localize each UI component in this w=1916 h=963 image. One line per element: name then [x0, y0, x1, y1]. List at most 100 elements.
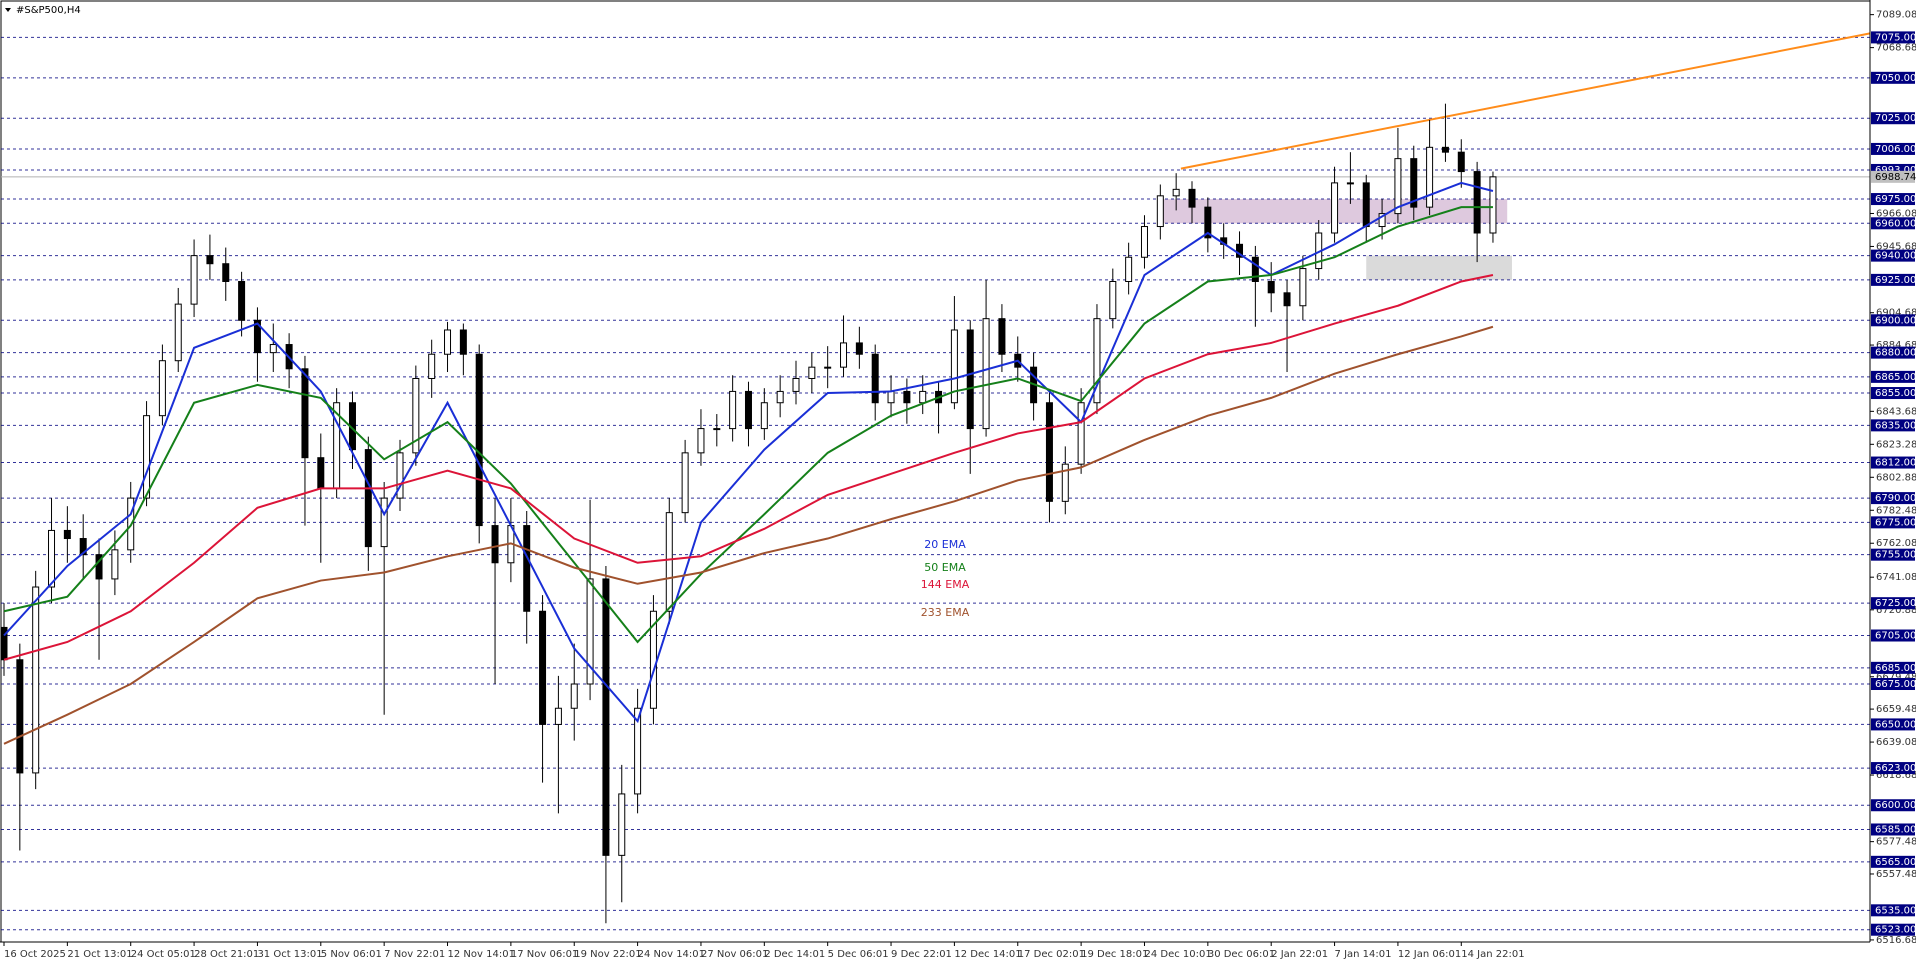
candle-body: [317, 457, 325, 489]
candle-body: [586, 578, 594, 685]
level-label-box: [1871, 823, 1915, 836]
candle-body: [792, 377, 800, 392]
level-label: 6993.00: [1875, 165, 1916, 176]
candle-body: [1204, 206, 1212, 239]
y-tick-label: 6516.68: [1876, 935, 1916, 946]
candle-body: [1077, 402, 1085, 465]
candle-body: [364, 449, 372, 548]
candle-body: [1410, 158, 1418, 208]
candle-body: [887, 390, 895, 404]
candle-body: [871, 353, 879, 404]
ema-line: [3, 325, 1494, 745]
candle-body: [444, 329, 452, 355]
level-label-box: [1871, 516, 1915, 529]
candle-body: [665, 512, 673, 612]
candle-body: [808, 366, 816, 379]
level-label-box: [1871, 799, 1915, 812]
level-label-box: [1871, 314, 1915, 327]
chart-title: #S&P500,H4: [16, 5, 81, 16]
level-label: 6650.00: [1875, 719, 1916, 730]
candle-body: [174, 303, 182, 362]
candle-body: [1426, 146, 1434, 208]
candle-body: [143, 415, 151, 499]
level-label: 6975.00: [1875, 194, 1916, 205]
candle-body: [238, 280, 246, 321]
plot-frame: [0, 0, 1871, 943]
x-tick-label: 19 Dec 18:01: [1081, 949, 1148, 960]
level-label: 6623.00: [1875, 763, 1916, 774]
level-label: 6685.00: [1875, 663, 1916, 674]
level-label: 6865.00: [1875, 372, 1916, 383]
y-tick-label: 6884.68: [1876, 340, 1916, 351]
x-tick-label: 2 Jan 22:01: [1271, 949, 1328, 960]
candle-body: [1267, 280, 1275, 294]
x-tick-label: 24 Dec 10:01: [1144, 949, 1211, 960]
current-price-box: [1871, 170, 1915, 183]
candle-body: [1061, 463, 1069, 502]
x-tick-label: 27 Nov 06:01: [701, 949, 768, 960]
level-label-box: [1871, 597, 1915, 610]
y-tick-label: 6782.48: [1876, 505, 1916, 516]
candle-body: [713, 428, 721, 431]
level-label: 6535.00: [1875, 905, 1916, 916]
level-label: 6880.00: [1875, 348, 1916, 359]
x-tick-label: 21 Oct 13:01: [67, 949, 132, 960]
level-label-box: [1871, 762, 1915, 775]
level-label: 6855.00: [1875, 388, 1916, 399]
x-tick-label: 5 Nov 06:01: [321, 949, 382, 960]
candle-body: [79, 538, 87, 556]
level-label: 6523.00: [1875, 925, 1916, 936]
candle-body: [459, 329, 467, 355]
y-tick-label: 7068.68: [1876, 43, 1916, 54]
x-tick-label: 12 Jan 06:01: [1398, 949, 1461, 960]
candle-body: [206, 255, 214, 265]
candle-body: [998, 318, 1006, 355]
level-label-box: [1871, 661, 1915, 674]
candle-body: [1283, 292, 1291, 307]
x-tick-label: 30 Dec 06:01: [1208, 949, 1275, 960]
x-tick-label: 17 Nov 06:01: [511, 949, 578, 960]
candle-body: [190, 255, 198, 305]
candle-body: [1489, 176, 1497, 234]
level-label-box: [1871, 217, 1915, 230]
candle-body: [158, 360, 166, 417]
level-label: 6790.00: [1875, 493, 1916, 504]
level-label-box: [1871, 492, 1915, 505]
y-tick-label: 6945.68: [1876, 241, 1916, 252]
trendline: [1180, 32, 1871, 170]
candle-body: [1394, 158, 1402, 215]
ema-line: [3, 206, 1493, 644]
level-label-box: [1871, 419, 1915, 432]
ema-line: [3, 274, 1494, 661]
x-tick-label: 19 Nov 22:01: [574, 949, 641, 960]
level-label: 6835.00: [1875, 420, 1916, 431]
current-price-label: 6988.74: [1875, 172, 1916, 183]
candle-body: [1236, 243, 1244, 258]
x-tick-label: 12 Dec 14:01: [954, 949, 1021, 960]
level-label: 7075.00: [1875, 32, 1916, 43]
candle-body: [1172, 188, 1180, 197]
candle-body: [840, 342, 848, 368]
candle-body: [253, 319, 261, 354]
y-tick-label: 6741.08: [1876, 572, 1916, 583]
candle-body: [428, 353, 436, 379]
y-tick-label: 6720.88: [1876, 605, 1916, 616]
level-label: 6705.00: [1875, 631, 1916, 642]
candle-body: [1188, 188, 1196, 208]
candle-body: [1109, 280, 1117, 320]
x-tick-label: 14 Jan 22:01: [1461, 949, 1524, 960]
level-label: 6585.00: [1875, 824, 1916, 835]
candle-body: [1362, 182, 1370, 228]
candle-body: [63, 529, 71, 540]
candle-body: [776, 390, 784, 404]
candle-body: [697, 428, 705, 454]
candle-body: [1457, 151, 1465, 173]
y-tick-label: 6904.68: [1876, 308, 1916, 319]
candle-body: [602, 578, 610, 856]
y-tick-label: 6679.48: [1876, 672, 1916, 683]
level-label-box: [1871, 71, 1915, 84]
level-label: 7050.00: [1875, 73, 1916, 84]
candle-body: [982, 318, 990, 430]
candle-body: [554, 707, 562, 725]
x-tick-label: 5 Dec 06:01: [828, 949, 889, 960]
